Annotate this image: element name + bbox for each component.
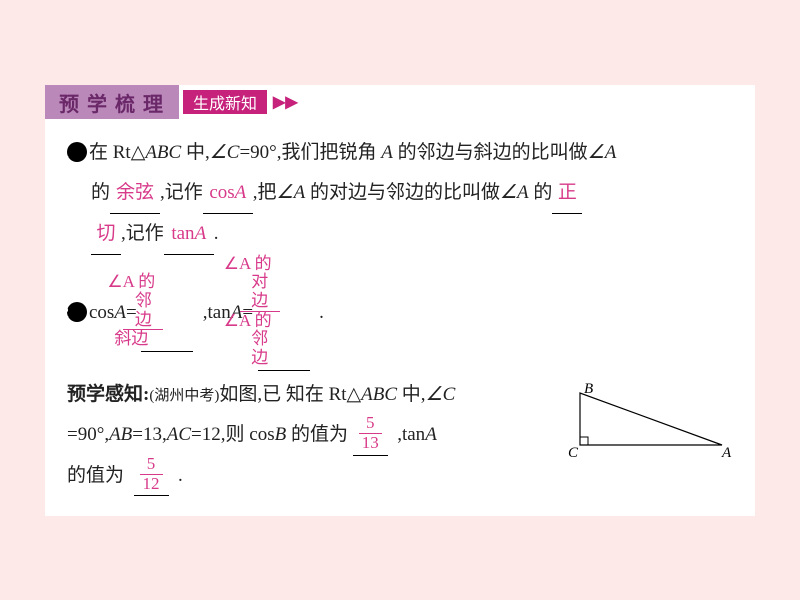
header-title: 预学梳理	[45, 85, 179, 119]
fraction: 5 12	[140, 455, 163, 493]
t: A	[381, 142, 393, 163]
blank-tanA: tanA	[164, 214, 214, 255]
blank-tan-a: 正	[552, 173, 582, 214]
t: ABC	[361, 384, 397, 405]
t: =90°,	[67, 424, 109, 445]
item-1-line3: 切,记作tanA.	[67, 214, 737, 255]
t: 如图,已 知在 Rt△	[219, 384, 361, 405]
t: A	[425, 424, 437, 445]
triangle-icon: B C A	[562, 383, 737, 473]
section-header: 预学梳理 生成新知 ▶▶	[45, 85, 755, 119]
t: AC	[167, 424, 191, 445]
t: ABC	[145, 142, 181, 163]
blank-tan-b: 切	[91, 214, 121, 255]
t: 的值为	[67, 465, 124, 486]
t: ∠A	[588, 142, 617, 163]
content-card: 预学梳理 生成新知 ▶▶ 1在 Rt△ABC 中,∠C=90°,我们把锐角 A …	[45, 85, 755, 516]
t: ∠C	[210, 142, 240, 163]
t: 在 Rt△	[89, 142, 145, 163]
blank-cosine: 余弦	[110, 173, 160, 214]
t: ∠C	[426, 384, 456, 405]
blank-frac2: ∠A 的对边 ∠A 的邻边	[258, 257, 310, 371]
t: 中,	[181, 142, 210, 163]
item-1-line2: 的余弦,记作cosA,把∠A 的对边与邻边的比叫做∠A 的正	[67, 173, 737, 214]
triangle-figure: B C A	[562, 383, 737, 473]
t: .	[214, 223, 219, 244]
body-text: 1在 Rt△ABC 中,∠C=90°,我们把锐角 A 的邻边与斜边的比叫做∠A …	[45, 133, 755, 496]
fraction: ∠A 的对边 ∠A 的邻边	[240, 255, 280, 368]
t: =12,则 cos	[191, 424, 275, 445]
item-2: 2cosA= ∠A 的邻边 斜边 ,tanA= ∠A 的对边 ∠A 的邻边 .	[67, 257, 737, 371]
t: ,tan	[397, 424, 425, 445]
t: 中,	[397, 384, 426, 405]
blank-5-12: 5 12	[134, 456, 169, 497]
t: 的对边与邻边的比叫做	[305, 182, 500, 203]
t: 的	[91, 182, 110, 203]
t: ,记作	[160, 182, 203, 203]
bullet-2-icon: 2	[67, 302, 87, 322]
svg-text:B: B	[584, 383, 593, 397]
t: cos	[89, 302, 114, 323]
t: ∠A	[500, 182, 529, 203]
svg-text:C: C	[568, 445, 579, 461]
header-arrow-icon: ▶▶	[273, 92, 298, 112]
label: 预学感知:	[67, 384, 149, 405]
t: B	[275, 424, 287, 445]
item-3: B C A 预学感知:(湖州中考)如图,已 知在 Rt△ABC 中,∠C =90…	[67, 375, 737, 497]
t: 的值为	[286, 424, 348, 445]
blank-5-13: 5 13	[353, 415, 388, 456]
t: AB	[109, 424, 132, 445]
svg-text:A: A	[721, 445, 732, 461]
t: 的	[529, 182, 553, 203]
t: ∠A	[277, 182, 306, 203]
blank-frac1: ∠A 的邻边 斜边	[141, 275, 193, 352]
header-subtitle: 生成新知	[183, 90, 267, 114]
fraction: 5 13	[359, 414, 382, 452]
blank-cosA: cosA	[203, 173, 253, 214]
t: ,记作	[121, 223, 164, 244]
bullet-1-icon: 1	[67, 142, 87, 162]
t: .	[319, 302, 324, 323]
t: .	[178, 465, 183, 486]
t: 的邻边与斜边的比叫做	[393, 142, 588, 163]
t: =90°,我们把锐角	[239, 142, 381, 163]
fraction: ∠A 的邻边 斜边	[123, 273, 163, 349]
item-1: 1在 Rt△ABC 中,∠C=90°,我们把锐角 A 的邻边与斜边的比叫做∠A	[67, 133, 737, 173]
t: ,把	[253, 182, 277, 203]
t: =13,	[132, 424, 166, 445]
source: (湖州中考)	[149, 388, 219, 404]
